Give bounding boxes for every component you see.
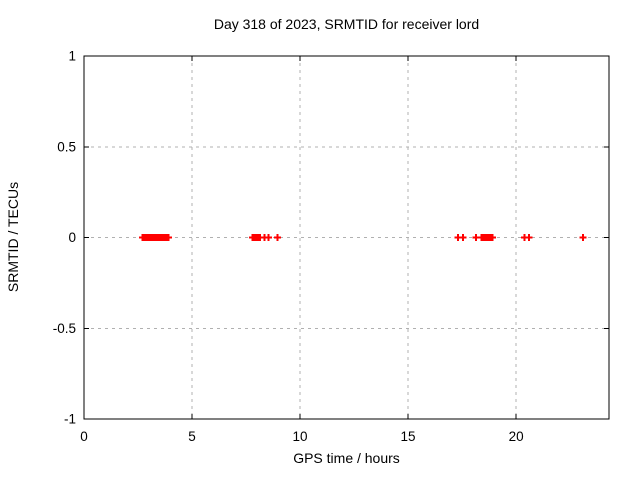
x-tick-label: 0 xyxy=(80,429,88,444)
y-tick-label: -0.5 xyxy=(53,321,76,336)
data-point-marker xyxy=(459,234,467,241)
x-tick-label: 15 xyxy=(401,429,416,444)
data-point-marker xyxy=(525,234,533,241)
data-point-marker xyxy=(164,234,172,241)
x-tick-label: 20 xyxy=(509,429,524,444)
plot-border xyxy=(83,55,610,420)
y-tick-label: -1 xyxy=(64,412,76,427)
x-tick-label: 10 xyxy=(293,429,308,444)
data-point-marker xyxy=(273,234,281,241)
y-tick-label: 0.5 xyxy=(57,139,76,154)
chart-title: Day 318 of 2023, SRMTID for receiver lor… xyxy=(213,16,480,32)
data-point-marker xyxy=(488,234,496,241)
y-tick-label: 0 xyxy=(68,230,76,245)
data-point-marker xyxy=(579,234,587,241)
y-tick-label: 1 xyxy=(68,49,76,64)
x-tick-label: 5 xyxy=(188,429,196,444)
data-point-marker xyxy=(265,234,273,241)
y-axis-label: SRMTID / TECUs xyxy=(5,181,21,293)
x-axis-label: GPS time / hours xyxy=(293,450,400,466)
